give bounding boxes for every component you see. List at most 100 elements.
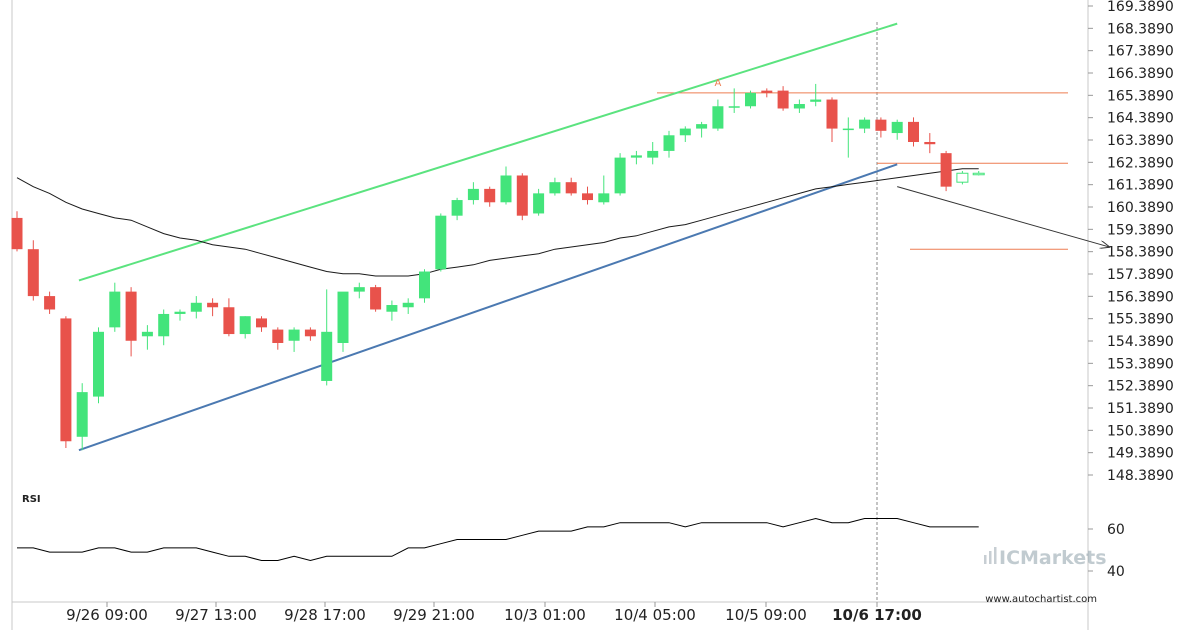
candle-body bbox=[565, 182, 577, 194]
candle-body bbox=[402, 302, 414, 308]
candle-body bbox=[76, 392, 88, 437]
y-tick-label: 160.3890 bbox=[1107, 200, 1174, 216]
channel-lower-line bbox=[78, 163, 898, 452]
candle-body bbox=[60, 318, 72, 442]
y-tick-label: 163.3890 bbox=[1107, 133, 1174, 149]
y-tick-label: 148.3890 bbox=[1107, 468, 1174, 484]
y-tick-label: 162.3890 bbox=[1107, 155, 1174, 171]
candle-body bbox=[141, 331, 153, 337]
y-tick-label: 150.3890 bbox=[1107, 423, 1174, 439]
forecast-arrow bbox=[897, 186, 1109, 247]
channel-upper-line bbox=[78, 22, 898, 282]
candle-body bbox=[582, 193, 593, 201]
y-tick-label: 164.3890 bbox=[1107, 111, 1174, 127]
candle-body bbox=[712, 106, 724, 129]
candle-body bbox=[353, 287, 365, 292]
candle-body bbox=[826, 99, 838, 129]
candle-body bbox=[109, 291, 121, 328]
point-label-a: A bbox=[714, 78, 721, 89]
y-tick-label: 166.3890 bbox=[1107, 66, 1174, 82]
rsi-tick-label: 60 bbox=[1107, 522, 1125, 538]
candle-body bbox=[321, 331, 333, 381]
candle-body bbox=[27, 249, 39, 297]
footer-url: www.autochartist.com bbox=[985, 594, 1097, 605]
x-tick-label: 9/28 17:00 bbox=[284, 606, 366, 624]
candle-body bbox=[598, 193, 610, 203]
x-axis: 9/26 09:00 9/27 13:00 9/28 17:00 9/29 21:00… bbox=[66, 602, 922, 624]
y-tick-label: 168.3890 bbox=[1107, 21, 1174, 37]
candle-body bbox=[256, 318, 267, 328]
candle-body bbox=[239, 316, 251, 335]
price-y-axis: 169.3890 168.3890 167.3890 166.3890 165.3890… bbox=[1088, 0, 1174, 484]
y-tick-label: 161.3890 bbox=[1107, 178, 1174, 194]
candle-body bbox=[761, 90, 773, 93]
candle-body bbox=[972, 172, 985, 176]
candle-body bbox=[549, 182, 561, 194]
candle-body bbox=[842, 128, 854, 131]
candle-body bbox=[386, 305, 398, 312]
y-tick-label: 158.3890 bbox=[1107, 245, 1174, 261]
y-tick-label: 152.3890 bbox=[1107, 379, 1174, 395]
candle-body bbox=[125, 291, 137, 341]
candle-body bbox=[207, 302, 219, 308]
y-tick-label: 155.3890 bbox=[1107, 312, 1174, 328]
x-tick-label: 9/29 21:00 bbox=[393, 606, 475, 624]
y-tick-label: 154.3890 bbox=[1107, 334, 1174, 350]
moving-average-line bbox=[16, 168, 979, 277]
candle-body bbox=[11, 217, 23, 250]
candle-body bbox=[435, 215, 447, 270]
candle-body bbox=[370, 287, 382, 310]
x-tick-label: 10/5 09:00 bbox=[725, 606, 807, 624]
watermark-brand: ICMarkets bbox=[999, 547, 1107, 569]
candle-body bbox=[93, 331, 104, 397]
watermark-bar-icon bbox=[994, 547, 997, 564]
candle-body bbox=[793, 104, 805, 109]
candle-body bbox=[304, 329, 316, 337]
y-tick-label: 167.3890 bbox=[1107, 44, 1174, 60]
candle-body bbox=[451, 200, 463, 216]
candle-body bbox=[647, 150, 659, 158]
candle-body bbox=[940, 153, 952, 187]
rsi-plot bbox=[17, 517, 979, 562]
rsi-y-axis: 60 40 bbox=[1088, 522, 1125, 580]
candle-body bbox=[337, 291, 349, 343]
candle-body bbox=[158, 313, 170, 337]
x-tick-label: 9/26 09:00 bbox=[66, 606, 148, 624]
icmarkets-watermark: ICMarkets bbox=[984, 547, 1107, 569]
candle-body bbox=[419, 271, 430, 299]
rsi-line bbox=[17, 517, 979, 562]
watermark-bar-icon bbox=[989, 551, 992, 564]
candle-body bbox=[745, 92, 756, 107]
candle-body bbox=[679, 128, 691, 136]
candle-body bbox=[614, 157, 626, 194]
candle-body bbox=[500, 175, 512, 203]
y-tick-label: 157.3890 bbox=[1107, 267, 1174, 283]
candle-body bbox=[875, 119, 887, 131]
candle-body bbox=[44, 296, 56, 310]
candle-body bbox=[190, 302, 202, 312]
x-tick-label: 10/3 01:00 bbox=[504, 606, 586, 624]
x-tick-label: 10/4 05:00 bbox=[614, 606, 696, 624]
y-tick-label: 151.3890 bbox=[1107, 401, 1174, 417]
candle-body bbox=[891, 121, 903, 134]
rsi-tick-label: 40 bbox=[1107, 564, 1125, 580]
candle-body bbox=[174, 311, 186, 314]
candle-body bbox=[728, 106, 740, 108]
candle-body bbox=[663, 135, 675, 151]
candle-body bbox=[516, 175, 528, 216]
candle-body bbox=[288, 329, 300, 341]
y-tick-label: 153.3890 bbox=[1107, 356, 1174, 372]
candle-body bbox=[484, 188, 496, 203]
watermark-bar-icon bbox=[984, 555, 987, 564]
y-tick-label: 149.3890 bbox=[1107, 446, 1174, 462]
candle-body bbox=[696, 124, 708, 129]
candle-body bbox=[859, 119, 871, 129]
candle-body bbox=[908, 121, 919, 142]
candle-body bbox=[956, 172, 969, 183]
candle-body bbox=[630, 155, 642, 158]
y-tick-label: 165.3890 bbox=[1107, 88, 1174, 104]
price-plot: A bbox=[11, 22, 1110, 602]
y-tick-label: 169.3890 bbox=[1107, 0, 1174, 15]
